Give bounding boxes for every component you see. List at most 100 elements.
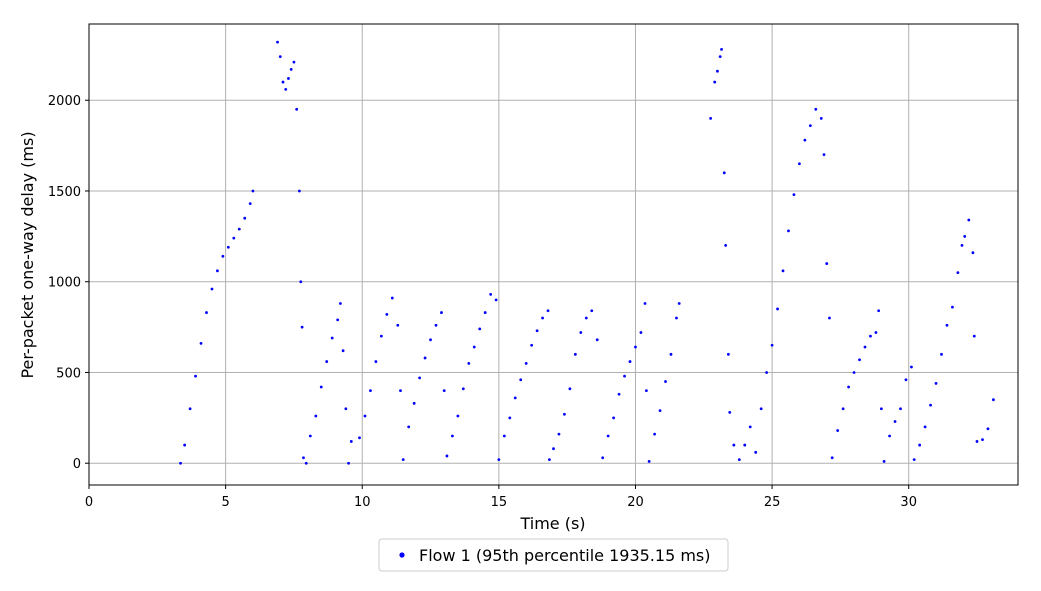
data-point: [284, 87, 288, 91]
data-point: [910, 365, 913, 369]
data-point: [847, 385, 850, 389]
data-point: [643, 302, 647, 305]
data-point: [825, 262, 829, 265]
data-point: [226, 245, 230, 249]
data-point: [963, 234, 967, 238]
data-point: [179, 461, 182, 465]
data-point: [770, 343, 774, 347]
data-point: [546, 309, 550, 313]
data-point: [830, 456, 834, 460]
data-point: [194, 374, 197, 378]
data-point: [278, 55, 282, 59]
data-point: [325, 360, 329, 363]
legend: Flow 1 (95th percentile 1935.15 ms): [378, 538, 729, 572]
data-point: [308, 434, 312, 438]
x-axis-title: Time (s): [519, 514, 585, 533]
data-point: [792, 193, 796, 197]
data-point: [781, 269, 785, 273]
data-point: [951, 305, 954, 309]
data-point: [798, 162, 801, 166]
data-point: [508, 416, 512, 420]
data-point: [319, 385, 323, 389]
data-point: [519, 378, 523, 382]
data-point: [292, 60, 296, 64]
y-tick-label: 2000: [48, 94, 81, 109]
data-point: [297, 189, 301, 193]
data-point: [573, 352, 577, 356]
data-point: [341, 349, 345, 353]
data-point: [385, 312, 389, 316]
data-point: [336, 318, 340, 322]
y-axis-ticks: 0 500 1000 1500 2000: [48, 94, 89, 472]
data-point: [748, 425, 752, 429]
data-point: [399, 389, 402, 393]
data-point: [584, 316, 588, 320]
data-point: [899, 407, 902, 411]
data-point: [956, 271, 960, 275]
data-point: [401, 458, 405, 461]
data-point: [232, 236, 236, 240]
data-point: [658, 409, 662, 412]
legend-label: Flow 1 (95th percentile 1935.15 ms): [419, 546, 711, 565]
data-point: [617, 392, 621, 396]
data-point: [552, 447, 555, 451]
data-point: [344, 407, 348, 411]
data-point: [445, 454, 449, 458]
data-point: [216, 269, 219, 273]
data-point: [718, 55, 722, 59]
x-tick-label: 0: [85, 495, 93, 510]
data-point: [358, 436, 361, 440]
data-point: [934, 381, 938, 385]
data-point: [396, 323, 400, 327]
data-point: [828, 316, 831, 320]
data-point: [819, 116, 823, 120]
data-point: [754, 450, 758, 454]
data-point: [923, 425, 927, 429]
data-point: [456, 414, 460, 418]
data-point: [664, 380, 667, 383]
data-point: [728, 411, 732, 414]
data-point: [374, 360, 378, 363]
data-point: [304, 461, 308, 465]
data-point: [188, 407, 192, 411]
data-point: [205, 311, 208, 314]
data-point: [713, 80, 717, 84]
data-point: [808, 124, 812, 128]
data-point: [412, 401, 416, 405]
data-point: [709, 116, 713, 120]
data-point: [502, 434, 506, 438]
data-point: [535, 329, 539, 333]
data-point: [765, 371, 769, 374]
data-point: [722, 171, 726, 175]
data-point: [530, 343, 534, 347]
x-tick-label: 10: [354, 495, 371, 510]
data-point: [467, 362, 471, 365]
data-point: [874, 331, 878, 334]
data-point: [548, 458, 551, 461]
data-point: [407, 425, 411, 429]
data-point: [461, 387, 465, 391]
plot-frame: [88, 23, 1019, 486]
data-point: [675, 316, 678, 320]
data-point: [295, 107, 299, 111]
data-point: [879, 407, 883, 411]
data-point: [451, 434, 454, 438]
data-point: [877, 309, 881, 313]
grid-lines: [88, 24, 1018, 485]
data-point: [971, 251, 975, 255]
data-point: [776, 307, 779, 311]
y-tick-label: 1000: [48, 276, 81, 291]
data-point: [623, 374, 626, 378]
data-point: [986, 427, 990, 431]
data-point: [183, 443, 187, 447]
data-point: [429, 338, 432, 342]
data-point: [904, 378, 908, 382]
data-point: [814, 107, 818, 111]
data-point: [299, 280, 303, 284]
data-point: [210, 287, 214, 291]
data-point: [803, 138, 807, 142]
data-point: [677, 302, 681, 305]
data-point: [787, 229, 790, 233]
data-point: [330, 336, 334, 340]
data-point: [221, 254, 225, 258]
